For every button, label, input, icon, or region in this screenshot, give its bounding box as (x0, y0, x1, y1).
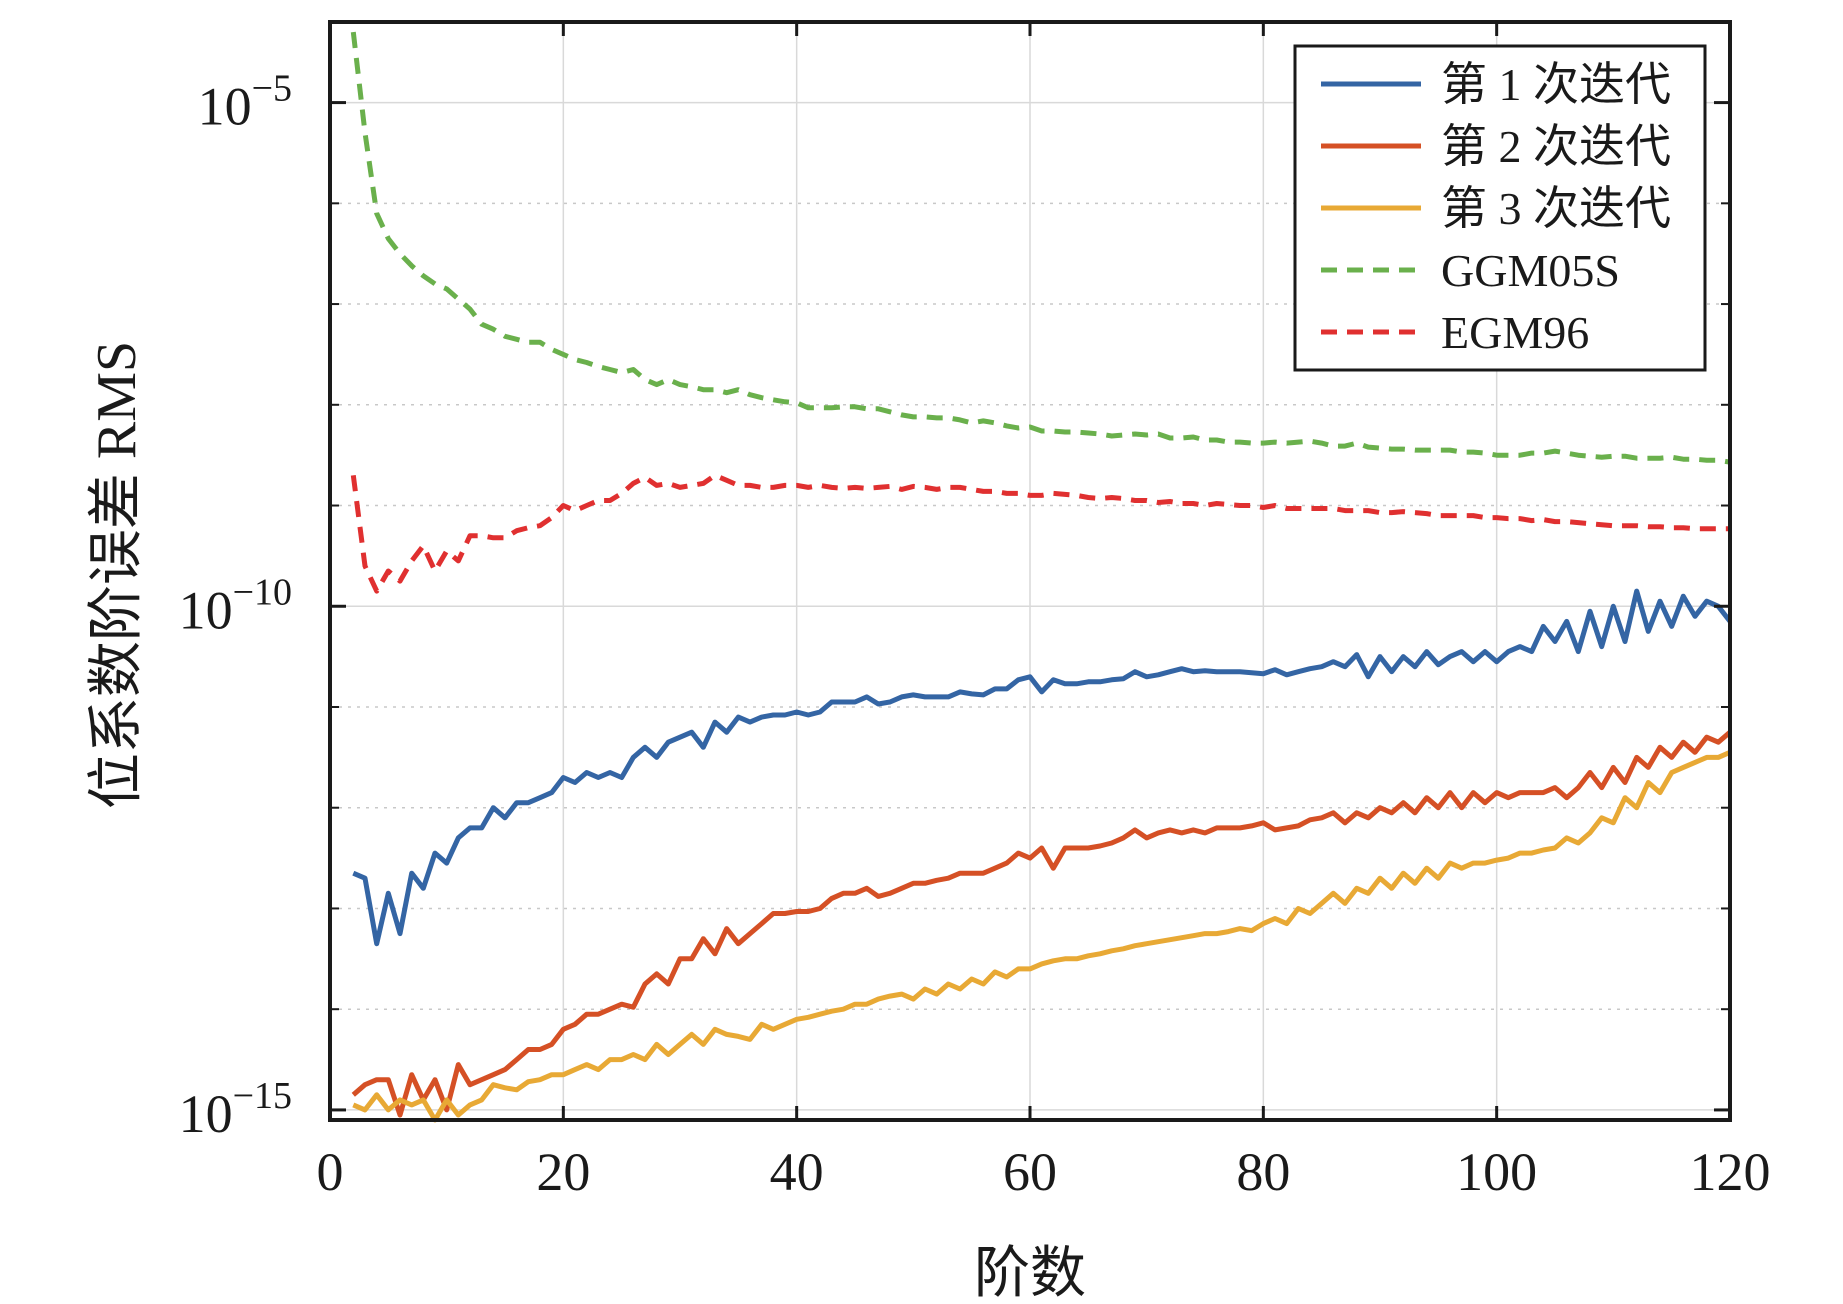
x-tick-label: 0 (317, 1142, 344, 1202)
x-axis-label: 阶数 (974, 1243, 1086, 1299)
x-tick-label: 100 (1456, 1142, 1537, 1202)
y-tick-label: 10−10 (179, 571, 292, 640)
y-tick-label: 10−5 (198, 68, 292, 137)
x-tick-label: 80 (1236, 1142, 1290, 1202)
legend-label-1: 第 1 次迭代 (1441, 59, 1671, 110)
series-layer (350, 31, 1732, 1123)
y-axis-label: 位系数阶误差 RMS (86, 341, 148, 809)
tick-layer: 0 20 40 60 80 100 120 10−5 10−10 10−15 (179, 22, 1771, 1202)
series-line-2 (351, 730, 1732, 1118)
x-tick-label: 60 (1003, 1142, 1057, 1202)
legend-label-4: GGM05S (1441, 245, 1620, 296)
legend-label-3: 第 3 次迭代 (1441, 183, 1671, 234)
series-line-5 (350, 472, 1730, 594)
series-line-1 (352, 588, 1732, 947)
y-tick-label: 10−15 (179, 1075, 292, 1144)
series-line-3 (352, 750, 1731, 1123)
x-tick-label: 20 (536, 1142, 590, 1202)
x-tick-label: 40 (770, 1142, 824, 1202)
series-line-4 (350, 31, 1731, 465)
legend-label-5: EGM96 (1441, 307, 1589, 358)
legend-label-2: 第 2 次迭代 (1441, 121, 1671, 172)
x-tick-label: 120 (1690, 1142, 1771, 1202)
